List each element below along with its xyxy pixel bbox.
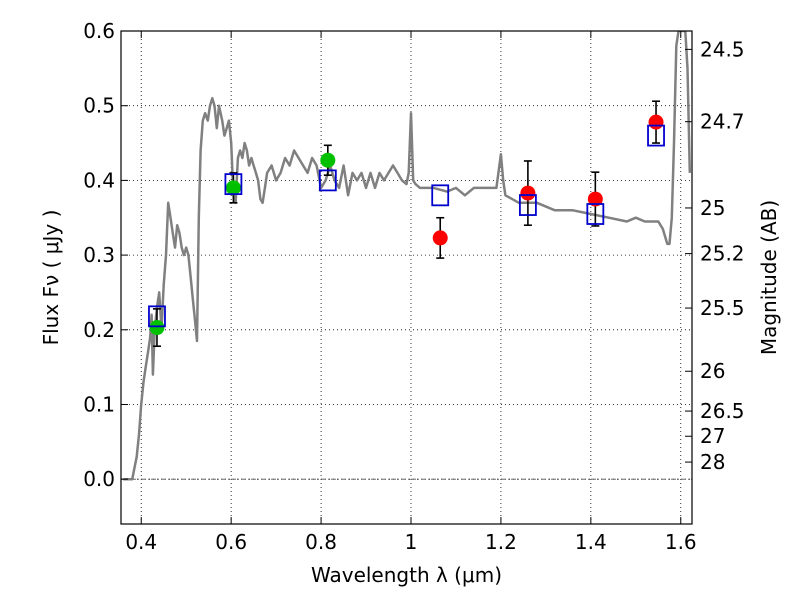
plot-area bbox=[123, 31, 692, 481]
red-data-point bbox=[587, 191, 603, 207]
y-tick-label: 0.4 bbox=[83, 168, 115, 192]
green-data-point bbox=[225, 180, 241, 196]
y2-tick-label: 28 bbox=[700, 450, 725, 474]
x-tick-label: 1.4 bbox=[575, 530, 607, 554]
model-band-box bbox=[318, 169, 337, 192]
green-data-point bbox=[149, 320, 165, 336]
x-tick-label: 1.6 bbox=[665, 530, 697, 554]
y2-tick-label: 25 bbox=[700, 196, 725, 220]
red-data-point bbox=[432, 230, 448, 246]
y-tick-label: 0.0 bbox=[83, 467, 115, 491]
green-data-point bbox=[320, 152, 336, 168]
x-tick-label: 0.8 bbox=[305, 530, 337, 554]
y2-tick-label: 24.7 bbox=[700, 110, 745, 134]
x-tick-label: 0.6 bbox=[215, 530, 247, 554]
grid-lines bbox=[121, 30, 692, 524]
y2-tick-label: 26.5 bbox=[700, 399, 745, 423]
y2-tick-label: 25.5 bbox=[700, 296, 745, 320]
x-tick-label: 1 bbox=[405, 530, 418, 554]
model-band-box bbox=[647, 124, 665, 147]
y-tick-label: 0.2 bbox=[83, 318, 115, 342]
y-axis-title: Flux Fν ( μJy ) bbox=[39, 210, 63, 346]
y2-axis-title: Magnitude (AB) bbox=[757, 200, 781, 355]
y2-tick-label: 26 bbox=[700, 359, 725, 383]
model-band-box bbox=[586, 203, 605, 225]
y-tick-label: 0.6 bbox=[83, 19, 115, 43]
x-axis: 0.4 0.6 0.8 1 1.2 1.4 1.6 bbox=[125, 31, 697, 554]
model-band-box bbox=[148, 305, 166, 328]
y-axis: 0.0 0.1 0.2 0.3 0.4 0.5 0.6 bbox=[83, 19, 128, 491]
red-data-point bbox=[648, 114, 664, 130]
model-spectrum-line bbox=[123, 31, 692, 481]
x-tick-label: 1.2 bbox=[485, 530, 517, 554]
y2-tick-label: 25.2 bbox=[700, 242, 745, 266]
model-band-box bbox=[431, 184, 450, 207]
red-data-point bbox=[520, 185, 536, 201]
x-tick-label: 0.4 bbox=[125, 530, 157, 554]
plot-frame bbox=[120, 30, 693, 525]
model-band-box bbox=[224, 173, 243, 196]
y-tick-label: 0.1 bbox=[83, 392, 115, 416]
y-tick-label: 0.5 bbox=[83, 94, 115, 118]
y2-tick-label: 24.5 bbox=[700, 37, 745, 61]
y2-tick-label: 27 bbox=[700, 424, 725, 448]
y-tick-label: 0.3 bbox=[83, 243, 115, 267]
x-axis-title: Wavelength λ (μm) bbox=[311, 563, 502, 587]
model-band-box bbox=[518, 194, 537, 216]
